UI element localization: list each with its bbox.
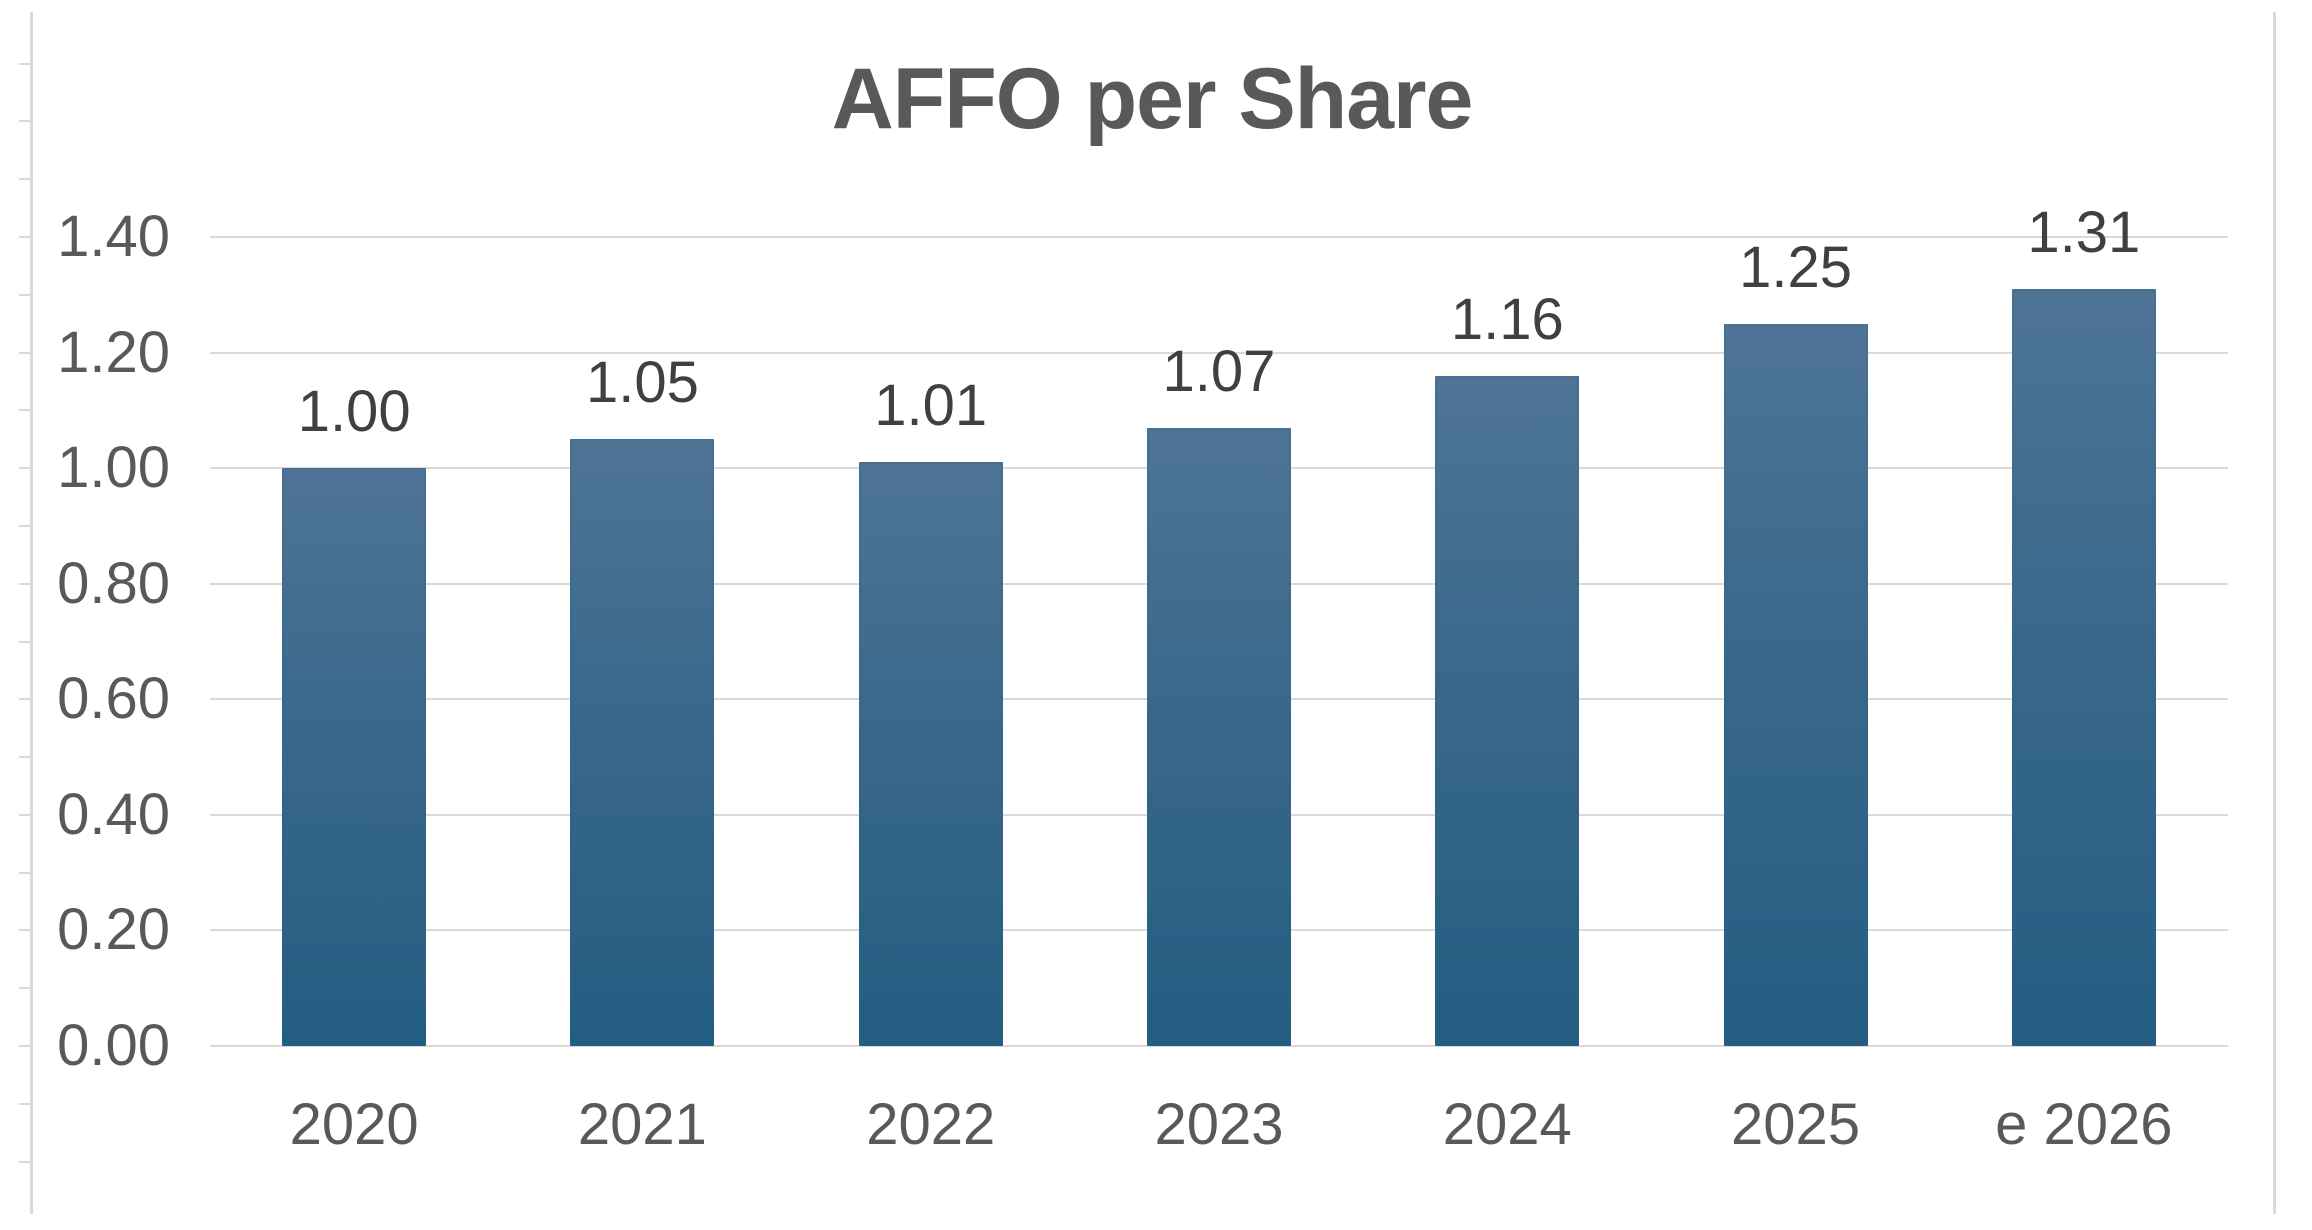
y-axis-minor-tick	[19, 467, 32, 470]
y-axis-minor-tick	[19, 813, 32, 816]
y-axis-minor-tick	[19, 178, 32, 181]
y-axis-minor-tick	[19, 62, 32, 65]
y-axis-minor-tick	[19, 698, 32, 701]
y-axis-minor-tick	[19, 871, 32, 874]
bar-2023	[1147, 427, 1291, 1046]
y-axis-line	[30, 12, 33, 1214]
x-category-label: 2023	[1154, 1092, 1284, 1157]
bar-2025	[1723, 323, 1868, 1046]
y-axis-minor-tick	[19, 1102, 32, 1105]
y-tick-label: 0.00	[57, 1013, 170, 1078]
y-tick-label: 0.60	[57, 666, 170, 732]
chart-title: AFFO per Share	[831, 51, 1474, 147]
y-axis-minor-tick	[19, 582, 32, 585]
y-axis-minor-tick	[19, 293, 32, 296]
y-tick-label: 0.80	[57, 550, 170, 616]
bar-value-label: 1.00	[297, 379, 411, 445]
bar-value-label: 1.31	[2027, 200, 2141, 265]
bar-value-label: 1.16	[1450, 286, 1564, 352]
bar-2020	[282, 468, 427, 1046]
y-axis-minor-tick	[19, 987, 32, 990]
bar-2022	[858, 462, 1003, 1046]
x-category-label: 2021	[577, 1092, 707, 1157]
y-axis-minor-tick	[19, 1160, 32, 1163]
x-category-label: e 2026	[1995, 1092, 2173, 1157]
bar-value-label: 1.05	[585, 350, 699, 416]
bar-2024	[1435, 375, 1580, 1046]
y-axis-minor-tick	[19, 929, 32, 932]
chart-right-border	[2273, 12, 2276, 1214]
bar-value-label: 1.01	[874, 373, 988, 439]
y-axis-minor-tick	[19, 351, 32, 354]
y-tick-label: 0.40	[57, 781, 170, 847]
bar-value-label: 1.07	[1162, 338, 1276, 404]
bar-value-label: 1.25	[1739, 234, 1852, 300]
x-category-label: 2025	[1731, 1092, 1861, 1157]
x-category-label: 2024	[1442, 1092, 1572, 1157]
y-tick-label: 1.40	[57, 204, 170, 269]
y-tick-label: 0.20	[57, 897, 170, 963]
bar-2021	[570, 439, 715, 1046]
x-category-label: 2020	[289, 1092, 419, 1157]
y-tick-label: 1.00	[57, 435, 170, 501]
gridline	[210, 1045, 2228, 1047]
y-axis-minor-tick	[19, 640, 32, 643]
y-axis-minor-tick	[19, 524, 32, 527]
x-category-label: 2022	[866, 1092, 996, 1157]
y-axis-minor-tick	[19, 1045, 32, 1047]
y-axis-minor-tick	[19, 236, 32, 238]
y-axis-minor-tick	[19, 409, 32, 412]
y-axis-minor-tick	[19, 120, 32, 123]
gridline	[210, 236, 2228, 238]
y-tick-label: 1.20	[57, 319, 170, 385]
bar-e 2026	[2011, 289, 2156, 1046]
gridline	[210, 351, 2228, 354]
y-axis-minor-tick	[19, 756, 32, 759]
